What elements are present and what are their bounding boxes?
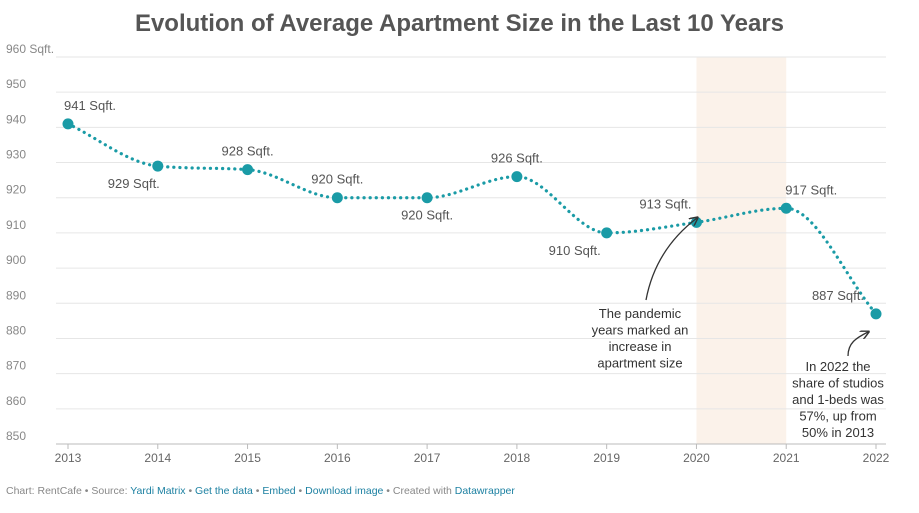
data-label: 929 Sqft.	[108, 176, 160, 191]
annotation-text: apartment size	[597, 356, 682, 371]
annotation-text: 50% in 2013	[802, 425, 874, 440]
annotation-text: The pandemic	[599, 306, 682, 321]
data-point	[242, 164, 254, 176]
data-label: 920 Sqft.	[311, 172, 363, 187]
y-tick-label: 860	[6, 394, 26, 408]
annotation-arrow	[645, 218, 697, 301]
y-tick-label: 880	[6, 323, 26, 337]
annotation-text: share of studios	[792, 376, 884, 391]
data-point	[152, 160, 164, 172]
data-point	[62, 118, 74, 130]
x-tick-label: 2014	[144, 451, 171, 465]
annotation-text: In 2022 the	[805, 359, 870, 374]
highlight-band	[696, 57, 787, 444]
annotation-arrow	[847, 332, 868, 357]
y-tick-label: 900	[6, 253, 26, 267]
data-point	[511, 171, 523, 183]
data-point	[601, 227, 613, 239]
data-label: 920 Sqft.	[401, 208, 453, 223]
annotation-text: and 1-beds was	[792, 392, 884, 407]
data-label: 941 Sqft.	[64, 98, 116, 113]
y-tick-label: 890	[6, 288, 26, 302]
source-link[interactable]: Yardi Matrix	[130, 485, 186, 497]
data-label: 887 Sqft.	[812, 288, 864, 303]
x-tick-label: 2019	[593, 451, 620, 465]
y-tick-label: 910	[6, 218, 26, 232]
get-data-link[interactable]: Get the data	[195, 485, 253, 497]
annotation-text: increase in	[609, 339, 672, 354]
data-point	[331, 192, 343, 204]
datawrapper-link[interactable]: Datawrapper	[454, 485, 515, 497]
data-label: 917 Sqft.	[785, 182, 837, 197]
y-tick-label: 960 Sqft.	[6, 42, 54, 56]
annotation-text: years marked an	[592, 323, 689, 338]
data-label: 926 Sqft.	[491, 151, 543, 166]
chart-title: Evolution of Average Apartment Size in t…	[134, 10, 785, 37]
footer-credit: Chart: RentCafe • Source:	[6, 485, 131, 497]
footer-created: • Created with	[383, 485, 455, 497]
footer-sep-2: •	[252, 485, 263, 497]
annotation-text: 57%, up from	[799, 409, 876, 424]
data-label: 913 Sqft.	[639, 196, 691, 211]
x-tick-label: 2022	[863, 451, 890, 465]
data-label: 910 Sqft.	[549, 243, 601, 258]
y-tick-label: 920	[6, 183, 26, 197]
x-tick-label: 2018	[504, 451, 531, 465]
data-label: 928 Sqft.	[222, 144, 274, 159]
x-tick-label: 2013	[55, 451, 82, 465]
x-tick-label: 2020	[683, 451, 710, 465]
y-tick-label: 940	[6, 112, 26, 126]
x-tick-label: 2021	[773, 451, 800, 465]
data-point	[870, 308, 882, 320]
series-line	[66, 122, 878, 316]
data-point	[421, 192, 433, 204]
x-tick-label: 2017	[414, 451, 441, 465]
footer-sep-1: •	[185, 485, 196, 497]
chart-footer: Chart: RentCafe • Source: Yardi Matrix •…	[6, 485, 515, 497]
y-tick-label: 870	[6, 359, 26, 373]
footer-sep-3: •	[295, 485, 306, 497]
download-image-link[interactable]: Download image	[305, 485, 384, 497]
y-tick-label: 930	[6, 148, 26, 162]
embed-link[interactable]: Embed	[262, 485, 296, 497]
data-point	[780, 202, 792, 214]
y-tick-label: 850	[6, 429, 26, 443]
y-tick-label: 950	[6, 77, 26, 91]
x-tick-label: 2016	[324, 451, 351, 465]
x-tick-label: 2015	[234, 451, 261, 465]
